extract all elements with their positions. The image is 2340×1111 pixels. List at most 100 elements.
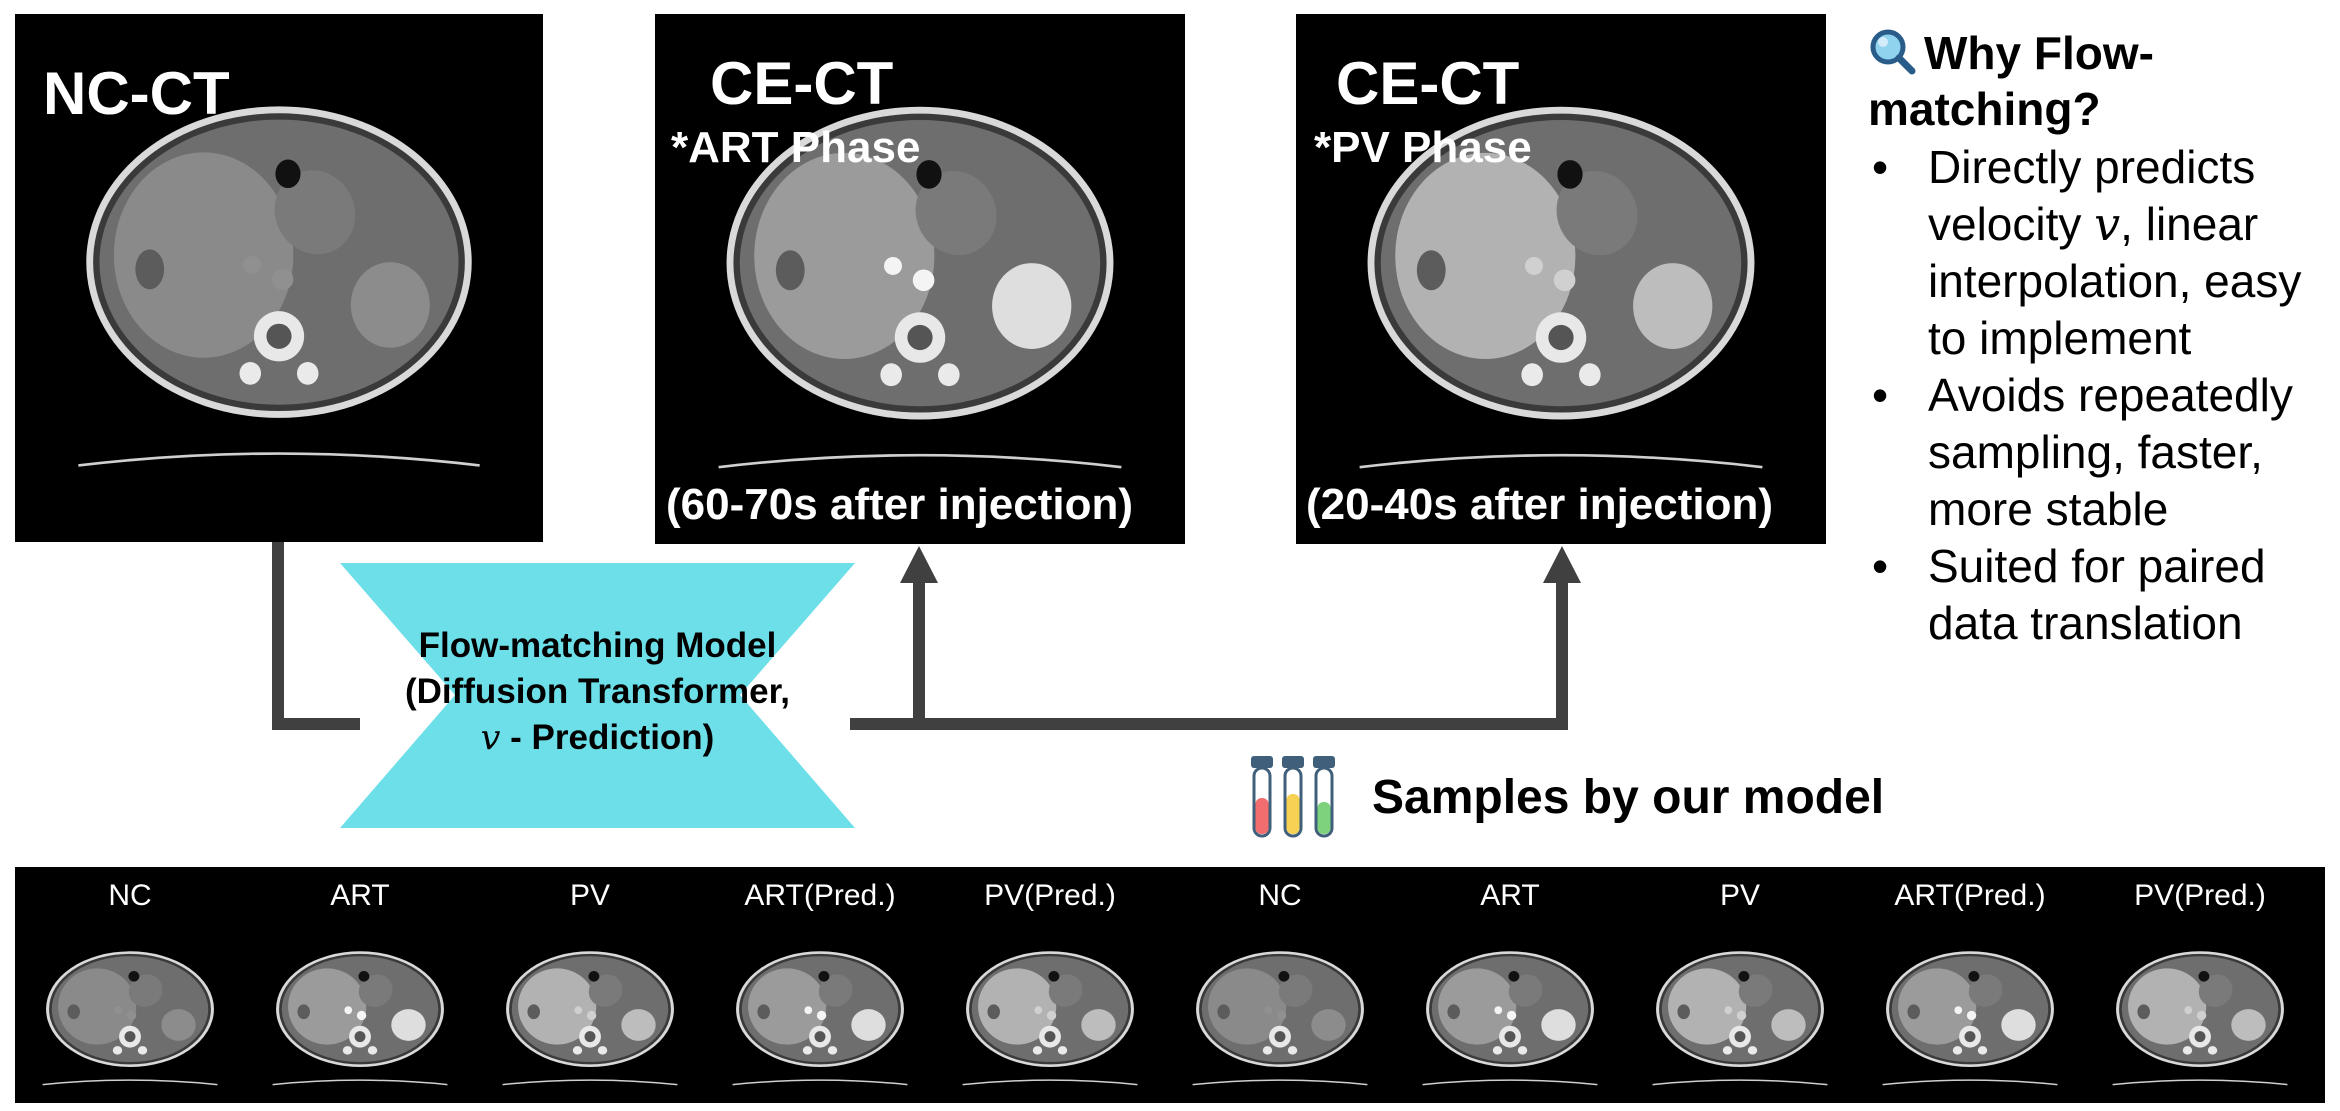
spleen <box>851 1009 886 1041</box>
sample-label: ART <box>1480 879 1540 912</box>
gas-pocket <box>275 159 301 189</box>
stomach <box>1278 974 1313 1007</box>
stomach <box>274 170 356 255</box>
vertebral-process <box>1262 1046 1273 1055</box>
stomach <box>1508 974 1543 1007</box>
vertebral-process <box>137 1046 148 1055</box>
sample-image <box>1652 951 1828 1086</box>
liver <box>754 152 935 359</box>
why-list: • Directly predicts velocity v, linear in… <box>1868 139 2338 652</box>
gas-pocket <box>818 971 830 982</box>
lesion <box>1447 1004 1460 1020</box>
vertebral-process <box>597 1046 608 1055</box>
aorta <box>271 268 294 291</box>
aorta <box>1046 1010 1057 1021</box>
vertebral-process <box>112 1046 123 1055</box>
vertebral-process <box>367 1046 378 1055</box>
ct-panel-nc: NC-CT <box>15 14 543 542</box>
aorta <box>1506 1010 1517 1021</box>
spinal-canal <box>1734 1031 1746 1043</box>
liver <box>1668 968 1747 1045</box>
vertebral-process <box>880 363 902 387</box>
ivc <box>1494 1006 1503 1015</box>
table-line <box>1882 1079 2058 1086</box>
spleen <box>161 1009 196 1041</box>
vertebral-process <box>802 1046 813 1055</box>
ct-panel-art: CE-CT *ART Phase (60-70s after injection… <box>655 14 1185 544</box>
spleen <box>1771 1009 1806 1041</box>
model-label-line1: Flow-matching Model <box>418 626 777 665</box>
sample-label: PV <box>1719 879 1761 912</box>
arrowhead-art <box>900 546 938 583</box>
magnifier-icon <box>1868 29 1924 75</box>
liver <box>748 968 827 1045</box>
model-shape <box>340 563 855 828</box>
sample-cell: PV(Pred.) <box>935 867 1165 1103</box>
spleen <box>2231 1009 2266 1041</box>
aorta <box>912 269 935 292</box>
vertebral-process <box>342 1046 353 1055</box>
bullet: • <box>1872 540 1889 592</box>
gas-pocket <box>1557 160 1583 189</box>
vertebral-process <box>1722 1046 1733 1055</box>
sample-label: PV(Pred.) <box>2134 879 2266 912</box>
bullet: • <box>1872 369 1889 421</box>
panel-caption-art: (60-70s after injection) <box>666 480 1134 529</box>
arrow-line-to-art <box>850 580 925 730</box>
ivc <box>344 1006 353 1015</box>
vertebral-process <box>1521 363 1543 387</box>
vertebral-process <box>239 361 262 385</box>
spinal-canal <box>907 324 933 351</box>
spleen <box>621 1009 656 1041</box>
sample-image <box>962 951 1138 1086</box>
spleen <box>350 262 430 348</box>
vertebral-process <box>827 1046 838 1055</box>
liver <box>288 968 367 1045</box>
stomach <box>2198 974 2233 1007</box>
spleen <box>1311 1009 1346 1041</box>
liver <box>1898 968 1977 1045</box>
vertebral-process <box>1517 1046 1528 1055</box>
table-line <box>78 452 480 467</box>
table-line <box>1422 1079 1598 1086</box>
liver <box>113 152 294 358</box>
panel-title-nc: NC-CT <box>43 60 230 127</box>
ct-panel-pv: CE-CT *PV Phase (20-40s after injection) <box>1296 14 1826 544</box>
gas-pocket <box>1048 971 1060 982</box>
ivc <box>574 1006 583 1015</box>
model-label-line3-text: - Prediction) <box>500 718 715 757</box>
liver <box>1208 968 1287 1045</box>
sample-cell: ART <box>1395 867 1625 1103</box>
spleen <box>1081 1009 1116 1041</box>
why-section: Why Flow-matching? • Directly predicts ve… <box>1868 25 2338 652</box>
table-line <box>732 1079 908 1086</box>
sample-cell: NC <box>1165 867 1395 1103</box>
lesion <box>757 1004 770 1020</box>
aorta <box>356 1010 367 1021</box>
vertebral-process <box>296 361 319 385</box>
gas-pocket <box>358 971 370 982</box>
sample-cell: PV <box>475 867 705 1103</box>
ivc <box>2184 1006 2193 1015</box>
bullet: • <box>1872 141 1889 193</box>
ivc <box>804 1006 813 1015</box>
stomach <box>358 974 393 1007</box>
stomach <box>128 974 163 1007</box>
table-line <box>2112 1079 2288 1086</box>
aorta <box>1966 1010 1977 1021</box>
sample-image <box>1422 951 1598 1086</box>
spleen <box>992 263 1072 349</box>
spinal-canal <box>1548 324 1574 351</box>
liver <box>1395 152 1576 359</box>
stomach <box>1048 974 1083 1007</box>
model-label-line2: (Diffusion Transformer, <box>404 672 791 711</box>
lesion <box>527 1004 540 1020</box>
lesion <box>1217 1004 1230 1020</box>
model-label: Flow-matching Model (Diffusion Transform… <box>340 623 855 761</box>
table-line <box>42 1079 218 1086</box>
sample-image <box>732 951 908 1086</box>
sample-label: PV <box>569 879 611 912</box>
ivc <box>1264 1006 1273 1015</box>
samples-heading: Samples by our model <box>1372 771 1885 824</box>
lesion <box>297 1004 310 1020</box>
